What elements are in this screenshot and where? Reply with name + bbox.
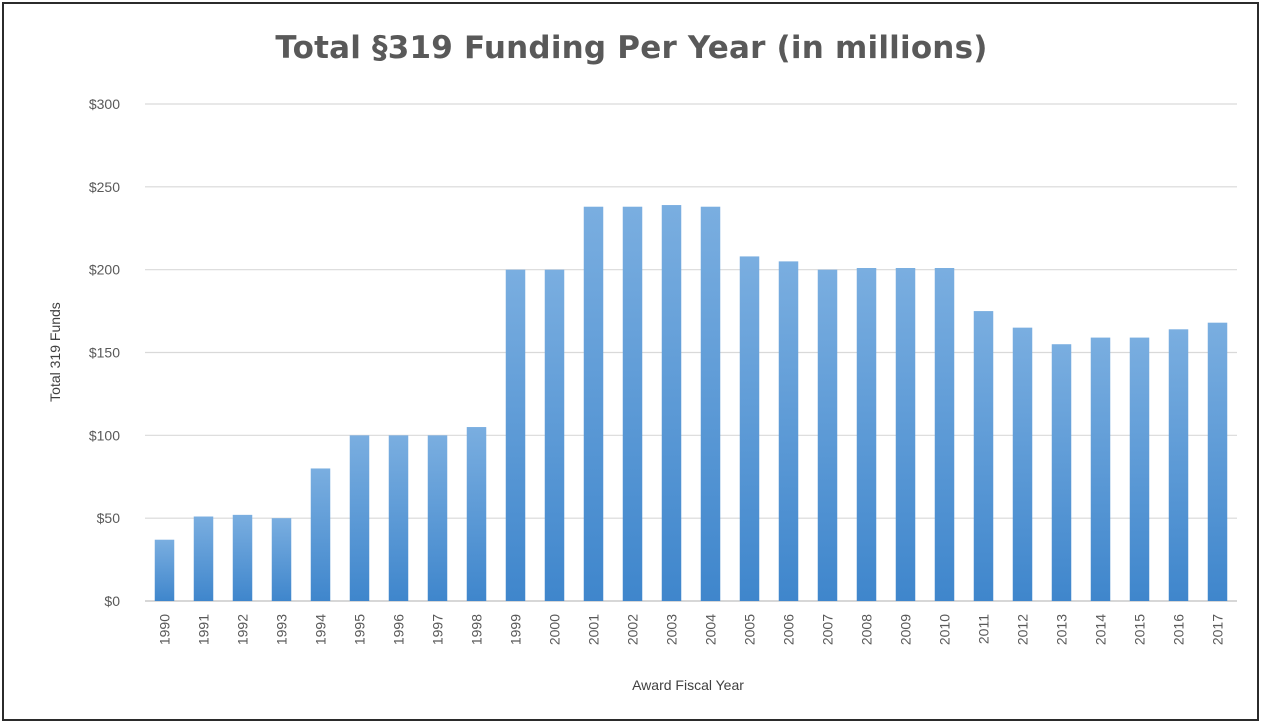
x-tick-label: 1997 — [430, 614, 446, 645]
y-tick-label: $200 — [89, 262, 120, 278]
x-tick-label: 1991 — [196, 614, 212, 645]
bar-1996 — [388, 435, 409, 601]
x-tick-label: 2014 — [1093, 614, 1109, 645]
x-axis-ticks: 1990 1991 1992 1993 1994 1995 1996 1997 1998 1999… — [157, 614, 1226, 645]
bar-1995 — [349, 435, 370, 601]
bar-1994 — [310, 468, 331, 601]
bars — [154, 205, 1228, 602]
y-tick-label: $250 — [89, 179, 120, 195]
x-tick-label: 1995 — [352, 614, 368, 645]
chart-title: Total §319 Funding Per Year (in millions… — [275, 30, 988, 66]
x-tick-label: 2008 — [859, 614, 875, 645]
bar-1999 — [505, 269, 526, 601]
bar-2009 — [895, 268, 916, 601]
bar-1991 — [193, 516, 214, 601]
bar-1993 — [271, 518, 292, 601]
x-tick-label: 1998 — [469, 614, 485, 645]
y-axis-ticks: $0 $50 $100 $150 $200 $250 $300 — [89, 96, 120, 609]
y-tick-label: $150 — [89, 345, 120, 361]
bar-2007 — [817, 269, 838, 601]
y-tick-label: $0 — [104, 593, 120, 609]
x-tick-label: 2005 — [742, 614, 758, 645]
bar-2016 — [1168, 329, 1189, 601]
bar-1990 — [154, 539, 175, 601]
bar-2002 — [622, 206, 643, 602]
y-tick-label: $100 — [89, 427, 120, 443]
x-tick-label: 2016 — [1171, 614, 1187, 645]
x-tick-label: 2007 — [820, 614, 836, 645]
x-tick-label: 1992 — [235, 614, 251, 645]
x-tick-label: 1994 — [313, 614, 329, 645]
bar-2013 — [1051, 344, 1072, 601]
x-tick-label: 1993 — [274, 614, 290, 645]
bar-2004 — [700, 206, 721, 602]
bar-1998 — [466, 427, 487, 601]
bar-1997 — [427, 435, 448, 601]
x-tick-label: 1996 — [391, 614, 407, 645]
x-tick-label: 2000 — [547, 614, 563, 645]
bar-2005 — [739, 256, 760, 601]
x-tick-label: 2003 — [664, 614, 680, 645]
bar-2008 — [856, 268, 877, 601]
bar-2011 — [973, 311, 994, 601]
bar-2015 — [1129, 337, 1150, 601]
x-tick-label: 1990 — [157, 614, 173, 645]
x-tick-label: 2001 — [586, 614, 602, 645]
x-tick-label: 2002 — [625, 614, 641, 645]
bar-2012 — [1012, 327, 1033, 601]
gridlines — [145, 103, 1237, 602]
x-tick-label: 2017 — [1210, 614, 1226, 645]
bar-2014 — [1090, 337, 1111, 601]
y-tick-label: $50 — [97, 510, 121, 526]
x-tick-label: 1999 — [508, 614, 524, 645]
x-tick-label: 2009 — [898, 614, 914, 645]
bar-2017 — [1207, 322, 1228, 601]
bar-2000 — [544, 269, 565, 601]
x-tick-label: 2004 — [703, 614, 719, 645]
x-axis-title: Award Fiscal Year — [632, 677, 744, 693]
y-axis-title: Total 319 Funds — [47, 302, 63, 402]
x-tick-label: 2015 — [1132, 614, 1148, 645]
x-tick-label: 2013 — [1054, 614, 1070, 645]
bar-2003 — [661, 205, 682, 601]
x-tick-label: 2006 — [781, 614, 797, 645]
bar-2001 — [583, 206, 604, 602]
y-tick-label: $300 — [89, 96, 120, 112]
bar-2006 — [778, 261, 799, 601]
x-tick-label: 2010 — [937, 614, 953, 645]
x-tick-label: 2011 — [976, 614, 992, 644]
bar-1992 — [232, 514, 253, 601]
bar-2010 — [934, 268, 955, 601]
x-tick-label: 2012 — [1015, 614, 1031, 645]
